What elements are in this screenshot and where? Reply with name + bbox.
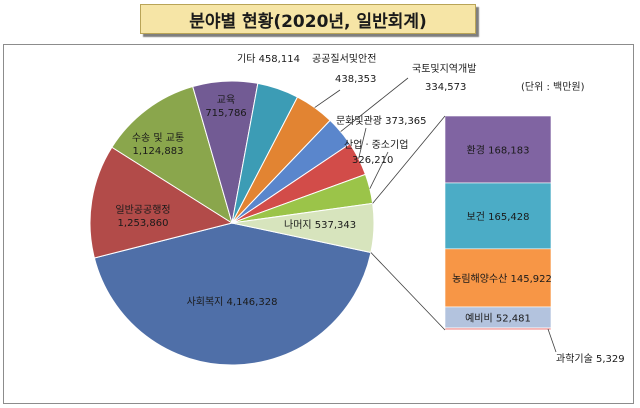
leader-line-5 (314, 89, 341, 108)
connector-bottom (370, 252, 446, 331)
unit-note: (단위 : 백만원) (521, 82, 585, 93)
chart-title: 분야별 현황(2020년, 일반회계) (140, 4, 476, 34)
leader-line-7 (358, 127, 367, 159)
leader-line-bar-4 (547, 328, 557, 353)
bar-label-2: 농림해양수산 145,922 (452, 272, 552, 285)
pie-label-3: 교육 715,786 (205, 94, 246, 119)
bar-label-0: 환경 168,183 (467, 143, 530, 156)
pie-slice-9 (231, 202, 375, 254)
bar-segment-1 (444, 182, 552, 250)
pie-label-4: 기타 458,114 (237, 53, 300, 65)
pie-label-6-value: 334,573 (425, 82, 466, 93)
bar-label-3: 예비비 52,481 (465, 312, 531, 324)
pie-label-6-name: 국토및지역개발 (412, 63, 476, 75)
connector-top (372, 115, 446, 204)
pie-slice-1 (89, 146, 234, 259)
pie-label-2: 수송 및 교통 1,124,883 (132, 132, 184, 157)
leader-line-6 (340, 77, 409, 132)
pie-label-7: 문화및관광 373,365 (336, 115, 427, 127)
pie-label-5-value: 438,353 (335, 74, 376, 85)
pie-slice-0 (93, 222, 372, 366)
bar-label-4: 과학기술 5,329 (556, 353, 625, 365)
pie-label-8-value: 326,210 (352, 155, 393, 166)
bar-segment-4 (444, 327, 552, 331)
bar-segment-2 (444, 248, 552, 308)
bar-segment-0 (444, 115, 552, 184)
pie-label-8-name: 산업ㆍ중소기업 (344, 138, 408, 151)
bar-label-1: 보건 165,428 (467, 211, 530, 223)
pie-label-5-name: 공공질서및안전 (312, 53, 376, 65)
pie-label-1: 일반공공행정 1,253,860 (115, 204, 170, 229)
leader-line-8 (369, 151, 389, 189)
pie-label-9: 나머지 537,343 (284, 219, 356, 231)
pie-slice-2 (111, 85, 233, 225)
pie-label-0: 사회복지 4,146,328 (187, 296, 278, 308)
